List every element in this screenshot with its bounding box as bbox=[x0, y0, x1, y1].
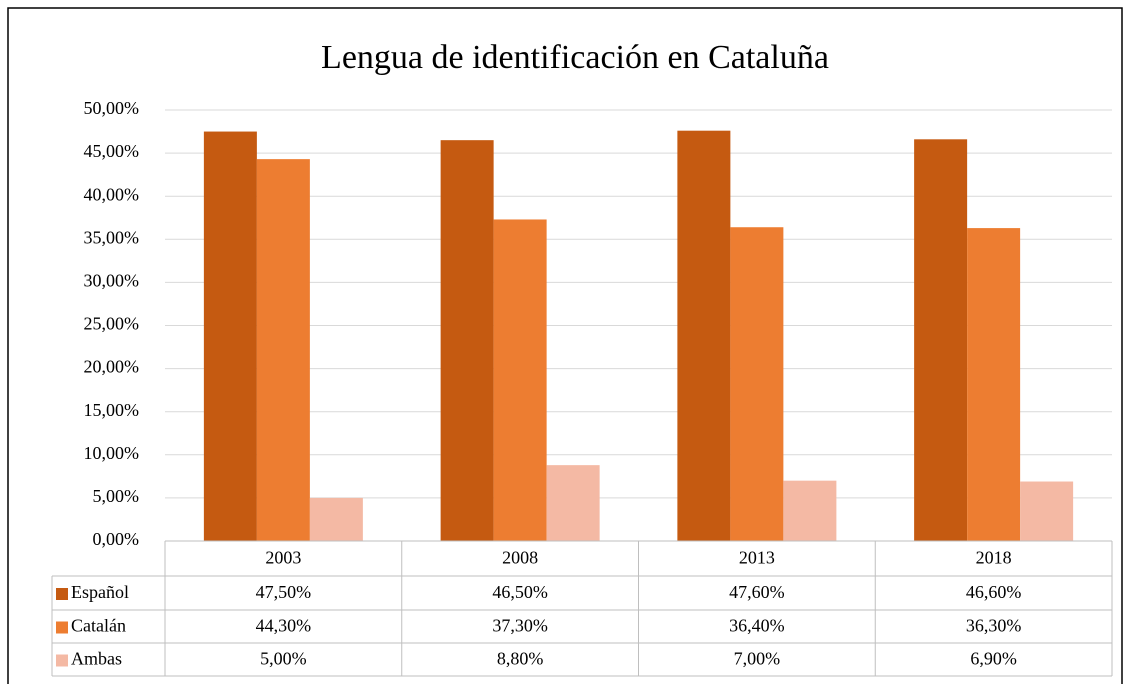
chart-title: Lengua de identificación en Cataluña bbox=[321, 39, 829, 76]
bar bbox=[203, 131, 257, 542]
x-tick-label: 2008 bbox=[502, 548, 538, 568]
y-tick-label: 45,00% bbox=[84, 141, 140, 161]
bar bbox=[546, 465, 600, 541]
bar bbox=[914, 139, 968, 542]
y-tick-label: 30,00% bbox=[84, 271, 140, 291]
legend-label: Ambas bbox=[71, 649, 122, 669]
y-tick-label: 40,00% bbox=[84, 184, 140, 204]
table-cell: 46,50% bbox=[492, 582, 548, 602]
table-cell: 47,50% bbox=[256, 582, 312, 602]
bar bbox=[493, 219, 547, 541]
y-tick-label: 25,00% bbox=[84, 314, 140, 334]
x-tick-label: 2003 bbox=[265, 548, 301, 568]
x-tick-label: 2013 bbox=[739, 548, 775, 568]
bar bbox=[783, 480, 837, 541]
table-cell: 46,60% bbox=[966, 582, 1022, 602]
y-tick-label: 35,00% bbox=[84, 227, 140, 247]
bar bbox=[1020, 481, 1074, 541]
bar bbox=[967, 228, 1021, 541]
legend-key bbox=[56, 654, 68, 667]
legend-key bbox=[56, 621, 68, 634]
table-cell: 7,00% bbox=[734, 649, 781, 669]
table-cell: 5,00% bbox=[260, 649, 307, 669]
y-tick-label: 20,00% bbox=[84, 357, 140, 377]
bar bbox=[256, 159, 310, 541]
bar bbox=[677, 130, 731, 542]
table-cell: 36,30% bbox=[966, 616, 1022, 636]
x-tick-label: 2018 bbox=[976, 548, 1012, 568]
y-tick-label: 15,00% bbox=[84, 400, 140, 420]
y-tick-label: 0,00% bbox=[93, 529, 140, 549]
bar bbox=[730, 227, 784, 541]
legend-key bbox=[56, 588, 68, 600]
legend-label: Español bbox=[71, 582, 129, 602]
table-cell: 47,60% bbox=[729, 582, 785, 602]
table-cell: 6,90% bbox=[970, 649, 1017, 669]
table-cell: 8,80% bbox=[497, 649, 544, 669]
y-tick-label: 5,00% bbox=[93, 486, 140, 506]
y-tick-label: 50,00% bbox=[84, 98, 140, 118]
table-cell: 37,30% bbox=[492, 616, 548, 636]
bar bbox=[309, 497, 363, 541]
legend-label: Catalán bbox=[71, 616, 126, 636]
table-cell: 36,40% bbox=[729, 616, 785, 636]
y-tick-label: 10,00% bbox=[84, 443, 140, 463]
table-cell: 44,30% bbox=[256, 616, 312, 636]
bar bbox=[440, 140, 494, 542]
